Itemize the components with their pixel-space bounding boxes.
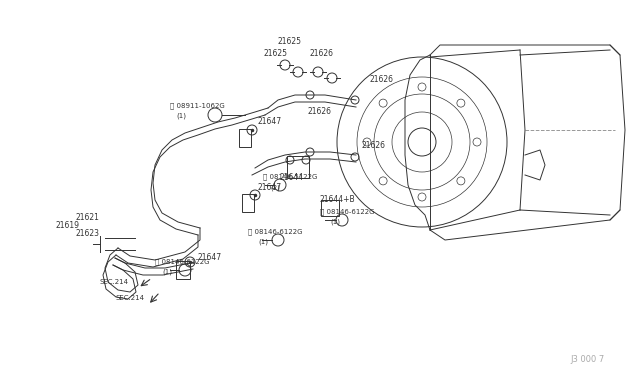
Text: (1): (1)	[258, 239, 268, 245]
Text: 21619: 21619	[55, 221, 79, 230]
Text: 21626: 21626	[308, 108, 332, 116]
Text: (2): (2)	[270, 185, 280, 191]
Text: Ⓑ 08146-6122G: Ⓑ 08146-6122G	[320, 209, 374, 215]
Text: 21647: 21647	[258, 116, 282, 125]
Text: SEC.214: SEC.214	[100, 279, 129, 285]
Text: 21647: 21647	[198, 253, 222, 263]
Text: 21625: 21625	[278, 38, 302, 46]
Text: Ⓑ 08146-6122G: Ⓑ 08146-6122G	[248, 229, 303, 235]
Text: 21647: 21647	[258, 183, 282, 192]
Text: Ⓑ 08146-5122G: Ⓑ 08146-5122G	[263, 174, 317, 180]
Text: 21621: 21621	[75, 214, 99, 222]
Text: SEC.214: SEC.214	[115, 295, 144, 301]
Text: J3 000 7: J3 000 7	[570, 356, 604, 365]
Text: ⓓ 08911-1062G: ⓓ 08911-1062G	[170, 103, 225, 109]
Text: 21623: 21623	[75, 228, 99, 237]
Text: (1): (1)	[330, 219, 340, 225]
Text: Ⓑ 08146-6122G: Ⓑ 08146-6122G	[155, 259, 209, 265]
Text: 21626: 21626	[370, 76, 394, 84]
Text: 21626: 21626	[362, 141, 386, 150]
Text: (1): (1)	[162, 269, 172, 275]
Text: 21644+B: 21644+B	[320, 196, 356, 205]
Text: 21644: 21644	[280, 173, 304, 182]
Text: 21626: 21626	[310, 49, 334, 58]
Text: (1): (1)	[176, 113, 186, 119]
Text: 21625: 21625	[264, 49, 288, 58]
